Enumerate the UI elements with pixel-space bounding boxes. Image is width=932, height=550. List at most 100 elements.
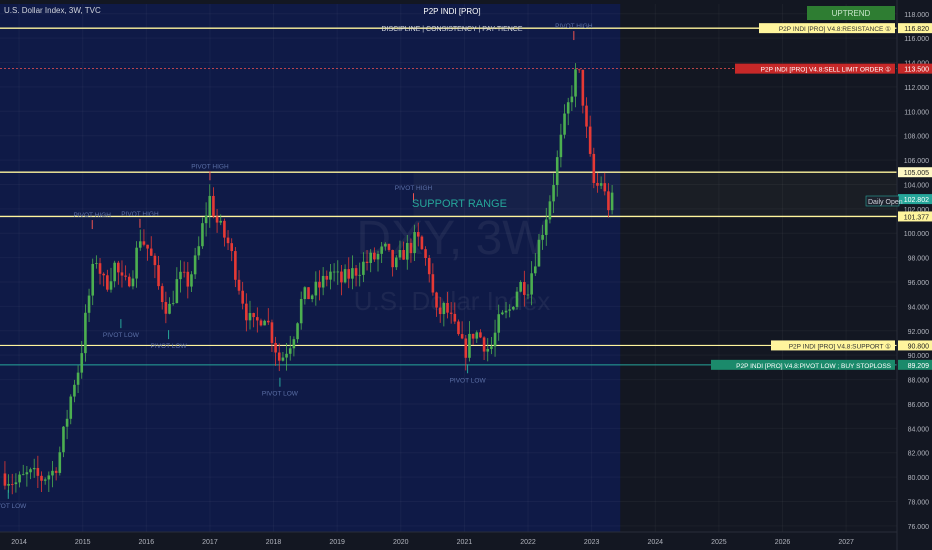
candle-body	[252, 313, 255, 318]
candle-body	[596, 182, 599, 186]
candle-body	[552, 185, 555, 202]
price-tick-label: 94.000	[908, 304, 930, 311]
price-tick-label: 82.000	[908, 451, 930, 458]
pivot-high-label: PIVOT HIGH	[74, 212, 112, 219]
daily-open-tag	[865, 195, 900, 207]
candle-body	[318, 281, 321, 288]
time-tick-label: 2026	[775, 539, 791, 546]
candle-body	[566, 102, 570, 114]
price-tick-label: 100.000	[904, 231, 929, 238]
candle-body	[394, 257, 398, 268]
candle-body	[201, 223, 204, 247]
candle-body	[73, 384, 76, 397]
candle-body	[186, 271, 190, 287]
indicator-title: P2P INDI [PRO]	[423, 7, 480, 16]
time-tick-label: 2024	[647, 539, 663, 546]
candle-body	[504, 310, 508, 313]
candle-body	[219, 220, 223, 223]
candle-body	[54, 470, 58, 473]
candle-body	[285, 353, 288, 358]
price-tag-current	[898, 194, 932, 205]
candle-body	[449, 312, 453, 314]
candle-body	[574, 69, 577, 97]
price-tick-label: 116.000	[904, 36, 929, 43]
candle-body	[182, 271, 186, 273]
candle-body	[581, 69, 585, 106]
candle-body	[413, 232, 416, 254]
candle-body	[43, 479, 47, 481]
price-tick-label: 86.000	[908, 402, 930, 409]
candle-body	[365, 261, 369, 263]
candle-body	[610, 192, 614, 211]
candle-body	[373, 252, 376, 260]
candle-body	[329, 271, 332, 280]
candle-body	[493, 332, 497, 347]
price-tag-resistance	[898, 23, 932, 34]
candles	[3, 63, 614, 495]
candle-body	[588, 126, 592, 154]
candle-body	[490, 346, 493, 349]
pivot-high-label: PIVOT HIGH	[555, 23, 593, 30]
highlight-zone-layer	[0, 4, 621, 532]
candle-body	[106, 275, 109, 290]
candle-body	[321, 275, 325, 288]
candle-body	[577, 69, 581, 71]
price-tag-support	[898, 340, 932, 351]
candle-body	[208, 195, 212, 216]
candle-body	[508, 309, 511, 311]
candle-body	[526, 294, 530, 296]
time-tick-label: 2021	[457, 539, 473, 546]
candle-body	[475, 332, 479, 339]
candle-body	[135, 247, 138, 279]
price-tick-label: 112.000	[904, 85, 929, 92]
candle-body	[84, 312, 87, 354]
candle-body	[102, 273, 105, 276]
candle-body	[7, 483, 10, 486]
candle-body	[358, 274, 362, 276]
time-tick-label: 2017	[202, 539, 218, 546]
time-tick-label: 2022	[520, 539, 536, 546]
candle-body	[168, 303, 171, 314]
candle-body	[533, 266, 537, 274]
candle-body	[237, 279, 241, 291]
candle-body	[29, 469, 32, 473]
candle-body	[340, 271, 343, 283]
candle-body	[138, 241, 142, 248]
pivot-markers: PIVOT HIGH PIVOT HIGH PIVOT HIGH PIVOT HIGH…	[0, 23, 593, 510]
support-level-label-bg	[771, 340, 895, 351]
indicator-zone	[0, 4, 621, 532]
candle-body	[164, 302, 168, 314]
price-tick-label: 110.000	[904, 109, 929, 116]
time-tick-label: 2016	[139, 539, 155, 546]
price-tag-text-support-band-top: 101.377	[904, 214, 929, 221]
candle-body	[362, 261, 365, 275]
price-tick-label: 88.000	[908, 378, 930, 385]
candle-body	[497, 314, 501, 333]
candle-body	[36, 468, 40, 476]
candle-body	[398, 249, 402, 258]
symbol-title: U.S. Dollar Index, 3W, TVC	[4, 6, 101, 15]
candle-body	[109, 281, 113, 290]
candle-body	[51, 470, 54, 476]
candle-body	[117, 262, 120, 273]
pivot-low-label: PIVOT LOW	[103, 332, 140, 339]
pivot-low-label: PIVOT LOW	[450, 377, 487, 384]
candle-body	[457, 321, 460, 335]
candle-body	[149, 248, 153, 256]
price-tick-label: 102.000	[904, 207, 929, 214]
candle-body	[299, 299, 303, 324]
candle-body	[468, 333, 471, 358]
candle-body	[76, 372, 80, 385]
time-tick-label: 2023	[584, 539, 600, 546]
candle-body	[65, 418, 69, 427]
trend-badge	[807, 6, 895, 20]
candle-body	[14, 482, 18, 485]
candle-body	[435, 292, 438, 308]
candle-body	[277, 352, 281, 361]
candle-body	[95, 263, 98, 264]
sell-limit-level-label: P2P INDI [PRO] V4.8:SELL LIMIT ORDER ①	[761, 66, 892, 74]
price-tick-label: 96.000	[908, 280, 930, 287]
candle-body	[266, 320, 270, 323]
pivot-low-label: PIVOT LOW	[151, 343, 188, 350]
